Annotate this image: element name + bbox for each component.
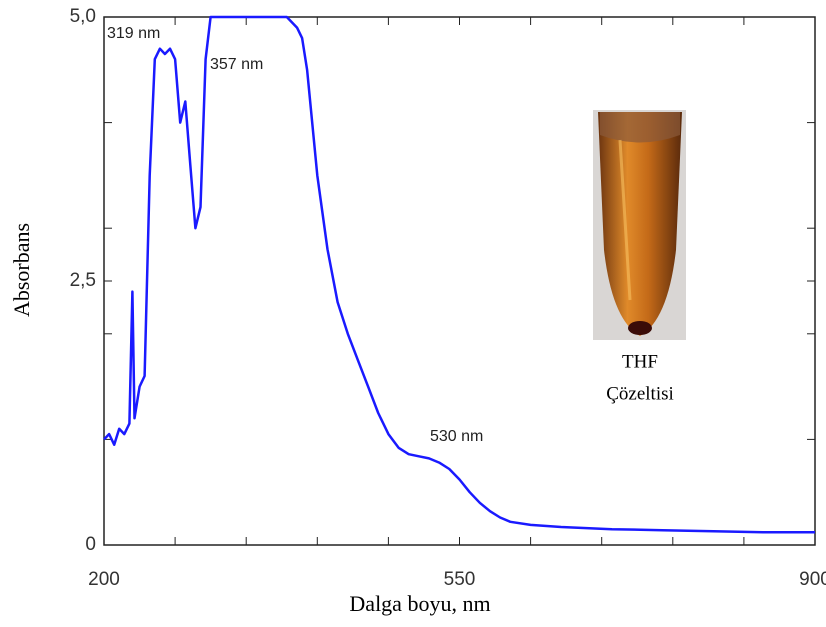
x-axis-title: Dalga boyu, nm — [349, 591, 490, 616]
x-tick-label: 550 — [444, 569, 476, 590]
annotation: 357 nm — [210, 56, 263, 73]
y-tick-label: 5,0 — [70, 6, 96, 27]
y-axis-title: Absorbans — [9, 223, 34, 317]
annotation: 319 nm — [107, 25, 160, 42]
y-tick-label: 2,5 — [70, 270, 96, 291]
y-tick-label: 0 — [85, 534, 96, 555]
x-tick-label: 200 — [88, 569, 120, 590]
plot-frame — [103, 16, 816, 546]
image-caption: Çözeltisi — [606, 383, 674, 404]
image-caption: THF — [622, 351, 658, 372]
annotation: 530 nm — [430, 428, 483, 445]
x-tick-label: 900 — [799, 569, 826, 590]
vial-photo — [593, 110, 686, 340]
spectrum-line — [103, 15, 815, 534]
